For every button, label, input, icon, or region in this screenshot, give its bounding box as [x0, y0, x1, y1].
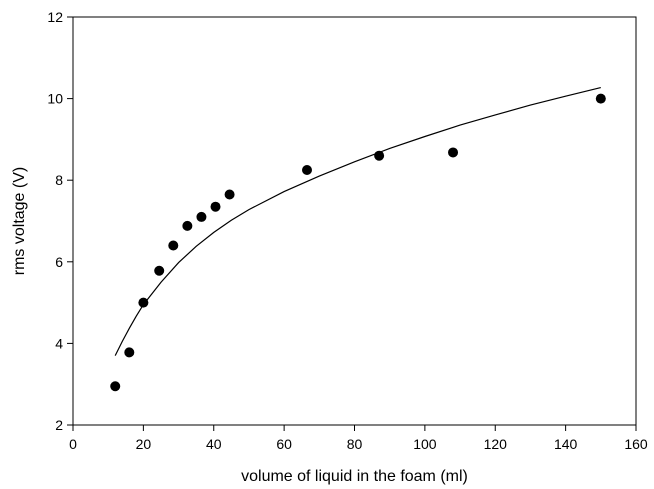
data-point: [124, 347, 135, 358]
plot-frame: [72, 16, 637, 426]
y-tick-label: 8: [55, 172, 63, 188]
y-tick-label: 4: [55, 335, 63, 351]
data-point: [138, 297, 149, 308]
x-tick-label: 20: [136, 436, 152, 452]
x-tick-label: 100: [413, 436, 437, 452]
data-point: [224, 189, 235, 200]
data-point: [595, 93, 606, 104]
x-tick-label: 60: [276, 436, 292, 452]
data-point: [168, 240, 179, 251]
x-tick-label: 40: [206, 436, 222, 452]
x-tick-label: 0: [69, 436, 77, 452]
data-point: [374, 150, 385, 161]
data-point: [301, 165, 312, 175]
data-point: [196, 211, 207, 222]
data-point: [154, 265, 165, 276]
x-tick-label: 160: [624, 436, 648, 452]
data-points: [110, 93, 606, 392]
x-axis-ticks: 0 20 40 60 80 100 120 140 160: [69, 425, 648, 452]
x-tick-label: 80: [347, 436, 363, 452]
y-tick-label: 2: [55, 417, 63, 433]
data-point: [110, 381, 121, 392]
y-tick-label: 6: [55, 254, 63, 270]
data-point: [448, 147, 459, 158]
y-axis-title: rms voltage (V): [11, 167, 28, 275]
y-axis-ticks: 2 4 6 8 10 12: [47, 9, 73, 433]
data-point: [182, 220, 193, 231]
x-tick-label: 120: [484, 436, 508, 452]
x-tick-label: 140: [554, 436, 578, 452]
y-tick-label: 12: [47, 9, 63, 25]
data-point: [210, 201, 221, 212]
fit-curve: [114, 87, 601, 356]
x-axis-title: volume of liquid in the foam (ml): [241, 468, 468, 485]
y-tick-label: 10: [47, 91, 63, 107]
